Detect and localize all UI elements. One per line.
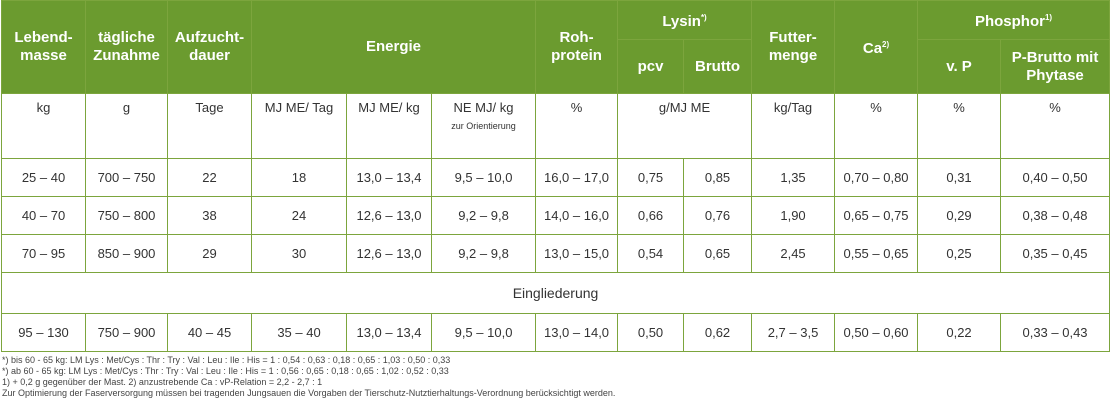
unit-cell: MJ ME/ Tag <box>251 93 347 159</box>
unit-cell: g <box>85 93 168 159</box>
table-cell: 70 – 95 <box>1 234 86 273</box>
phosphor-label: Phosphor <box>974 13 1045 31</box>
table-cell: 0,70 – 0,80 <box>834 158 919 197</box>
header-phosphor: Phosphor1) <box>917 0 1110 41</box>
table-cell: 0,40 – 0,50 <box>1000 158 1110 197</box>
unit-cell: g/MJ ME <box>617 93 753 159</box>
table-cell: 0,25 <box>917 234 1002 273</box>
header-aufzucht: Aufzucht-dauer <box>167 0 252 94</box>
header-pbrutto: P-Brutto mit Phytase <box>1000 39 1110 94</box>
table-cell: 0,85 <box>683 158 753 197</box>
table-cell: 29 <box>167 234 252 273</box>
footnote: Zur Optimierung der Faserversorgung müss… <box>2 388 616 398</box>
table-cell: 40 – 45 <box>167 313 252 352</box>
table-cell: 22 <box>167 158 252 197</box>
table-cell: 24 <box>251 196 347 235</box>
unit-cell: MJ ME/ kg <box>346 93 432 159</box>
table-cell: 13,0 – 13,4 <box>346 158 432 197</box>
feeding-table: Lebend-masse tägliche Zunahme Aufzucht-d… <box>0 0 1110 352</box>
table-cell: 9,5 – 10,0 <box>430 313 537 352</box>
unit-cell-ne: NE MJ/ kg zur Orientierung <box>430 93 537 159</box>
table-cell: 0,65 <box>683 234 753 273</box>
table-row: 25 – 40 700 – 750 22 18 13,0 – 13,4 9,5 – 10,… <box>1 158 1110 197</box>
table-cell: 0,50 – 0,60 <box>834 313 919 352</box>
table-row: 70 – 95 850 – 900 29 30 12,6 – 13,0 9,2 – 9,8… <box>1 234 1110 273</box>
table-cell: 14,0 – 16,0 <box>535 196 619 235</box>
table-cell: 0,65 – 0,75 <box>834 196 919 235</box>
table-cell: 12,6 – 13,0 <box>346 196 432 235</box>
table-cell: 0,55 – 0,65 <box>834 234 919 273</box>
lysin-footnote-mark: *) <box>700 13 707 23</box>
unit-cell: % <box>535 93 619 159</box>
table-cell: 2,7 – 3,5 <box>751 313 836 352</box>
table-cell: 0,38 – 0,48 <box>1000 196 1110 235</box>
units-row: kg g Tage MJ ME/ Tag MJ ME/ kg NE MJ/ kg… <box>1 93 1110 159</box>
table-cell: 1,35 <box>751 158 836 197</box>
table-cell: 30 <box>251 234 347 273</box>
section-band: Eingliederung <box>0 272 1110 314</box>
unit-cell: kg <box>1 93 86 159</box>
table-cell: 850 – 900 <box>85 234 168 273</box>
ca-footnote-mark: 2) <box>882 40 890 49</box>
table-cell: 95 – 130 <box>1 313 86 352</box>
header-zunahme: tägliche Zunahme <box>85 0 168 94</box>
footnote: 1) + 0,2 g gegenüber der Mast. 2) anzust… <box>2 377 323 387</box>
section-band-label: Eingliederung <box>0 272 1110 314</box>
table-cell: 0,33 – 0,43 <box>1000 313 1110 352</box>
header-futtermenge: Futter-menge <box>751 0 836 94</box>
table-cell: 12,6 – 13,0 <box>346 234 432 273</box>
table-cell: 700 – 750 <box>85 158 168 197</box>
table-cell: 750 – 900 <box>85 313 168 352</box>
table-cell: 0,22 <box>917 313 1002 352</box>
table-cell: 40 – 70 <box>1 196 86 235</box>
table-cell: 13,0 – 14,0 <box>535 313 619 352</box>
unit-ne-label: NE MJ/ kg <box>453 100 514 115</box>
table-cell: 18 <box>251 158 347 197</box>
table-cell: 0,62 <box>683 313 753 352</box>
header-lysin: Lysin*) <box>617 0 753 41</box>
phosphor-footnote-mark: 1) <box>1044 13 1053 23</box>
header-vp: v. P <box>917 39 1002 94</box>
table-cell: 13,0 – 13,4 <box>346 313 432 352</box>
header-pcv: pcv <box>617 39 685 94</box>
footnotes: *) bis 60 - 65 kg: LM Lys : Met/Cys : Th… <box>0 355 1110 399</box>
table-cell: 38 <box>167 196 252 235</box>
table-cell: 9,2 – 9,8 <box>430 196 537 235</box>
header-rohprotein: Roh-protein <box>535 0 619 94</box>
table-row: 40 – 70 750 – 800 38 24 12,6 – 13,0 9,2 – 9,8… <box>1 196 1110 235</box>
footnote: *) bis 60 - 65 kg: LM Lys : Met/Cys : Th… <box>2 355 451 365</box>
table-cell: 1,90 <box>751 196 836 235</box>
header-ca: Ca2) <box>834 0 919 94</box>
table-cell: 0,66 <box>617 196 685 235</box>
table-cell: 0,75 <box>617 158 685 197</box>
unit-cell: Tage <box>167 93 252 159</box>
table-cell: 2,45 <box>751 234 836 273</box>
table-cell: 0,31 <box>917 158 1002 197</box>
table-cell: 16,0 – 17,0 <box>535 158 619 197</box>
table-cell: 35 – 40 <box>251 313 347 352</box>
unit-cell: % <box>834 93 919 159</box>
ca-label: Ca <box>862 40 883 57</box>
table-cell: 0,35 – 0,45 <box>1000 234 1110 273</box>
table-cell: 13,0 – 15,0 <box>535 234 619 273</box>
table-cell: 0,76 <box>683 196 753 235</box>
unit-cell: kg/Tag <box>751 93 836 159</box>
footnote: *) ab 60 - 65 kg: LM Lys : Met/Cys : Thr… <box>2 366 449 376</box>
lysin-label: Lysin <box>662 13 701 31</box>
header-brutto: Brutto <box>683 39 753 94</box>
header-lebendmasse: Lebend-masse <box>1 0 86 94</box>
unit-cell: % <box>1000 93 1110 159</box>
unit-ne-note: zur Orientierung <box>451 121 516 131</box>
table-cell: 0,29 <box>917 196 1002 235</box>
unit-cell: % <box>917 93 1002 159</box>
table-cell: 25 – 40 <box>1 158 86 197</box>
table-cell: 0,54 <box>617 234 685 273</box>
table-cell: 0,50 <box>617 313 685 352</box>
table-cell: 9,5 – 10,0 <box>430 158 537 197</box>
table-cell: 750 – 800 <box>85 196 168 235</box>
table-row: 95 – 130 750 – 900 40 – 45 35 – 40 13,0 – 13… <box>1 313 1110 352</box>
table-cell: 9,2 – 9,8 <box>430 234 537 273</box>
header-energie: Energie <box>250 0 537 94</box>
